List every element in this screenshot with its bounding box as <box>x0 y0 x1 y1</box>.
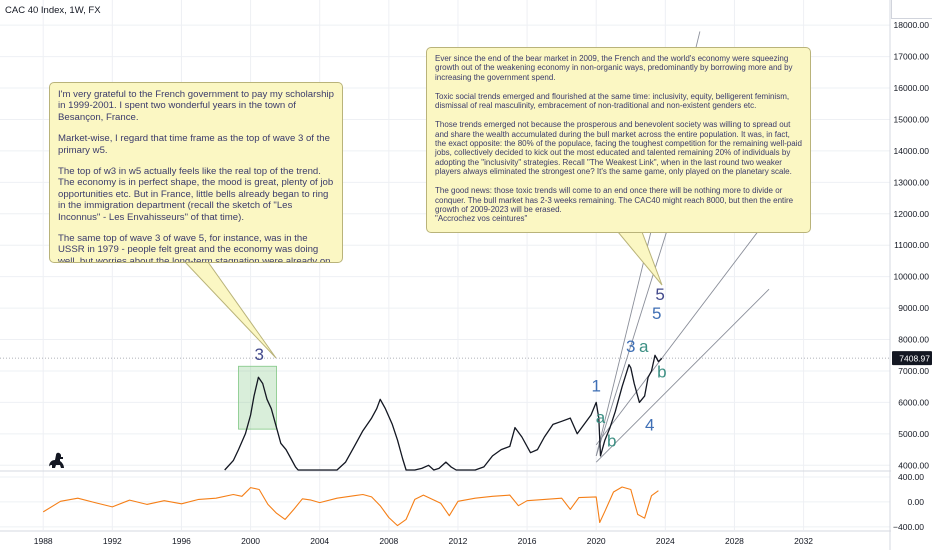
y-tick-label: 5000.00 <box>898 429 929 439</box>
x-tick-label: 1988 <box>34 536 53 546</box>
wave-label: a <box>639 337 649 356</box>
x-tick-label: 2024 <box>656 536 675 546</box>
left-note-paragraph: The same top of wave 3 of wave 5, for in… <box>58 233 331 263</box>
right-note-paragraph: The good news: those toxic trends will c… <box>435 186 794 224</box>
right-annotation-note: Ever since the end of the bear market in… <box>426 47 811 233</box>
highlight-box-layer <box>238 365 277 430</box>
right-note-paragraph: Ever since the end of the bear market in… <box>435 54 793 82</box>
left-note-paragraph: The top of w3 in w5 actually feels like … <box>58 166 334 223</box>
top-right-panel <box>891 0 932 19</box>
x-tick-label: 2016 <box>518 536 537 546</box>
left-note-paragraph: I'm very grateful to the French governme… <box>58 89 334 123</box>
y-tick-label: 18000.00 <box>894 20 930 30</box>
y-tick-label: 16000.00 <box>894 83 930 93</box>
y-tick-label: 7000.00 <box>898 366 929 376</box>
wave-label: 3 <box>626 337 635 356</box>
left-note-paragraph: Market-wise, I regard that time frame as… <box>58 133 330 156</box>
x-tick-label: 2012 <box>449 536 468 546</box>
x-tick-label: 2020 <box>587 536 606 546</box>
y-tick-label: 6000.00 <box>898 397 929 407</box>
right-note-paragraph: Those trends emerged not because the pro… <box>435 120 802 176</box>
osc-tick-label: 400.00 <box>898 472 924 482</box>
wave-label: b <box>607 431 616 450</box>
y-tick-label: 9000.00 <box>898 303 929 313</box>
wave-label: b <box>657 362 666 381</box>
y-tick-label: 10000.00 <box>894 272 930 282</box>
left-annotation-note: I'm very grateful to the French governme… <box>49 82 343 263</box>
osc-tick-label: 0.00 <box>907 497 924 507</box>
y-tick-label: 4000.00 <box>898 460 929 470</box>
price-line <box>224 354 663 471</box>
y-tick-label: 13000.00 <box>894 177 930 187</box>
wave-label: 1 <box>591 376 600 395</box>
right-note-paragraph: Toxic social trends emerged and flourish… <box>435 91 790 111</box>
last-price-tag <box>892 351 932 366</box>
trendline <box>595 288 770 463</box>
oscillator-line <box>42 486 659 527</box>
price-axis-background <box>891 0 932 550</box>
y-tick-label: 12000.00 <box>894 209 930 219</box>
y-tick-label: 15000.00 <box>894 114 930 124</box>
wave-label: 3 <box>254 345 263 364</box>
last-price-label: 7408.97 <box>899 354 930 364</box>
axes-layer: 4000.00 5000.00 6000.00 7000.00 8000.00 9000.… <box>34 0 932 550</box>
wave-label: 4 <box>645 416 654 435</box>
x-tick-label: 2028 <box>725 536 744 546</box>
y-tick-label: 17000.00 <box>894 52 930 62</box>
x-tick-label: 2032 <box>794 536 813 546</box>
x-tick-label: 1992 <box>103 536 122 546</box>
wave-label: 5 <box>652 304 661 323</box>
x-tick-label: 2008 <box>379 536 398 546</box>
wave-label: a <box>596 408 606 427</box>
trendline <box>595 216 770 446</box>
wave-3-highlight-box <box>238 365 277 430</box>
x-tick-label: 1996 <box>172 536 191 546</box>
price-series-layer <box>224 354 663 471</box>
y-tick-label: 8000.00 <box>898 335 929 345</box>
osc-tick-label: −400.00 <box>893 522 924 532</box>
dinosaur-logo-icon <box>49 452 64 468</box>
wave-label: 5 <box>655 285 664 304</box>
chart-title: CAC 40 Index, 1W, FX <box>5 5 101 16</box>
y-tick-label: 14000.00 <box>894 146 930 156</box>
x-tick-label: 2004 <box>310 536 329 546</box>
oscillator-layer <box>42 486 659 527</box>
y-tick-label: 11000.00 <box>894 240 929 250</box>
x-tick-label: 2000 <box>241 536 260 546</box>
